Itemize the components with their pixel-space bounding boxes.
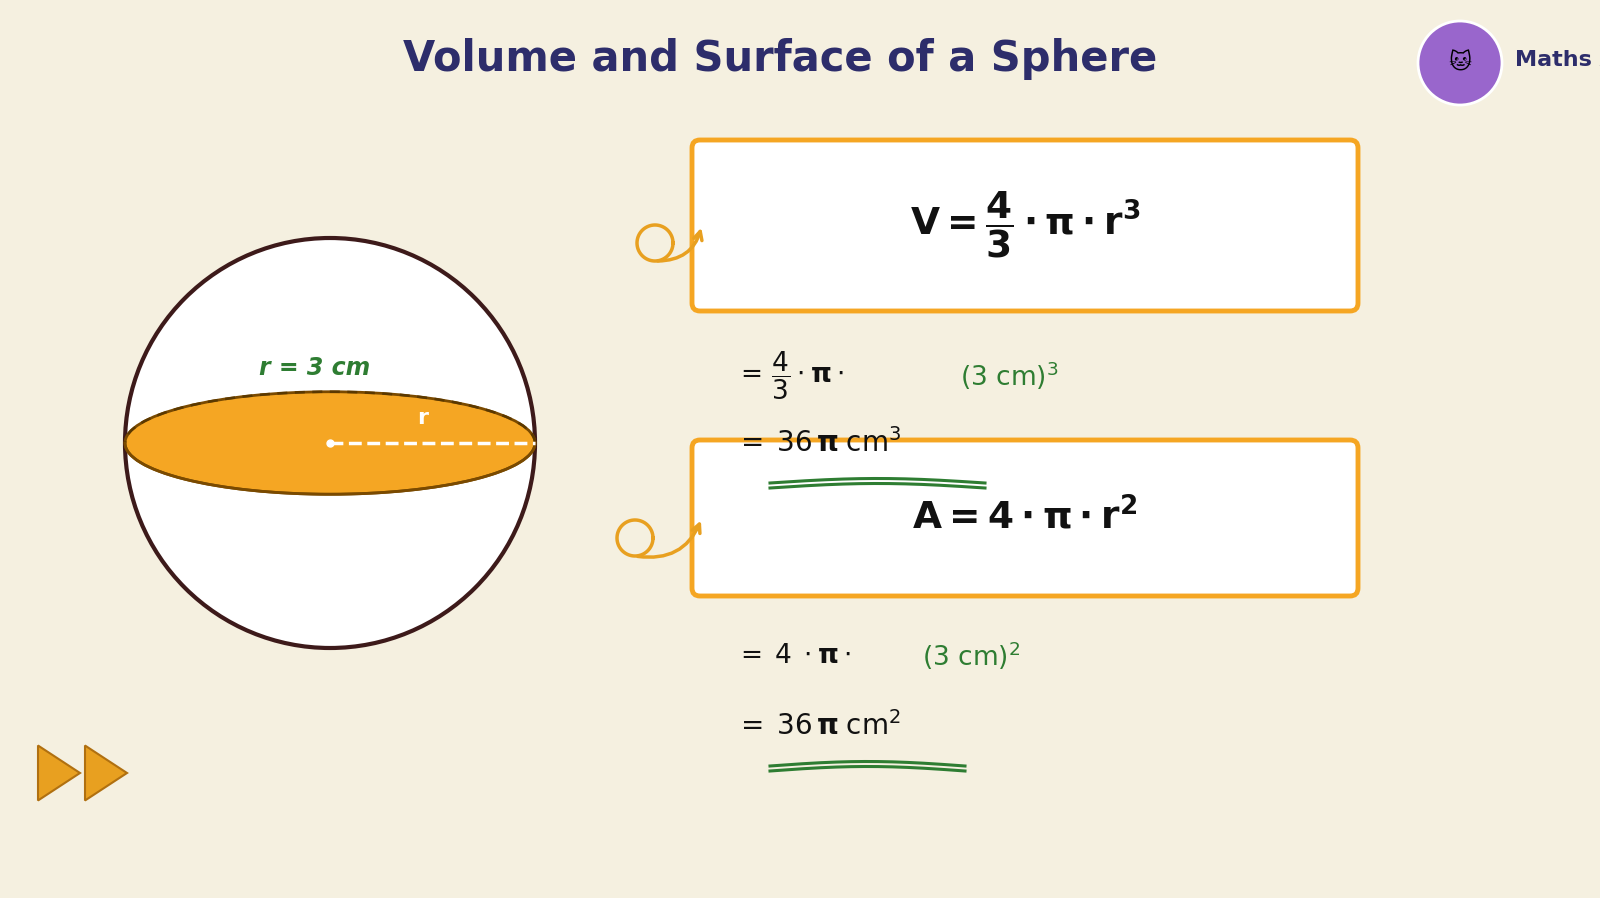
Text: Maths Angel: Maths Angel [1515,50,1600,70]
Text: $= \; 36\,\mathbf{\pi}\;\mathrm{cm}^2$: $= \; 36\,\mathbf{\pi}\;\mathrm{cm}^2$ [734,711,901,741]
Text: $= \; 4 \; \cdot \mathbf{\pi} \cdot$: $= \; 4 \; \cdot \mathbf{\pi} \cdot$ [734,643,851,669]
Text: $\mathbf{V = \dfrac{4}{3} \cdot \pi \cdot r^3}$: $\mathbf{V = \dfrac{4}{3} \cdot \pi \cdo… [910,189,1141,260]
Text: r: r [416,408,427,428]
Polygon shape [85,745,126,800]
Text: $\mathbf{A = 4 \cdot \pi \cdot r^2}$: $\mathbf{A = 4 \cdot \pi \cdot r^2}$ [912,498,1138,538]
Text: $(3\ \mathrm{cm})^3$: $(3\ \mathrm{cm})^3$ [960,360,1059,392]
Text: 🐱: 🐱 [1448,52,1472,74]
Text: r = 3 cm: r = 3 cm [259,356,371,380]
Circle shape [125,238,534,648]
Text: $(3\ \mathrm{cm})^2$: $(3\ \mathrm{cm})^2$ [922,639,1021,673]
FancyBboxPatch shape [691,140,1358,311]
Text: $= \,\dfrac{4}{3} \cdot \mathbf{\pi} \cdot$: $= \,\dfrac{4}{3} \cdot \mathbf{\pi} \cd… [734,350,843,402]
Circle shape [1418,21,1502,105]
Polygon shape [38,745,80,800]
Text: $= \; 36\,\mathbf{\pi}\;\mathrm{cm}^3$: $= \; 36\,\mathbf{\pi}\;\mathrm{cm}^3$ [734,428,901,458]
Text: Volume and Surface of a Sphere: Volume and Surface of a Sphere [403,38,1157,80]
FancyBboxPatch shape [691,440,1358,596]
Ellipse shape [125,392,534,494]
